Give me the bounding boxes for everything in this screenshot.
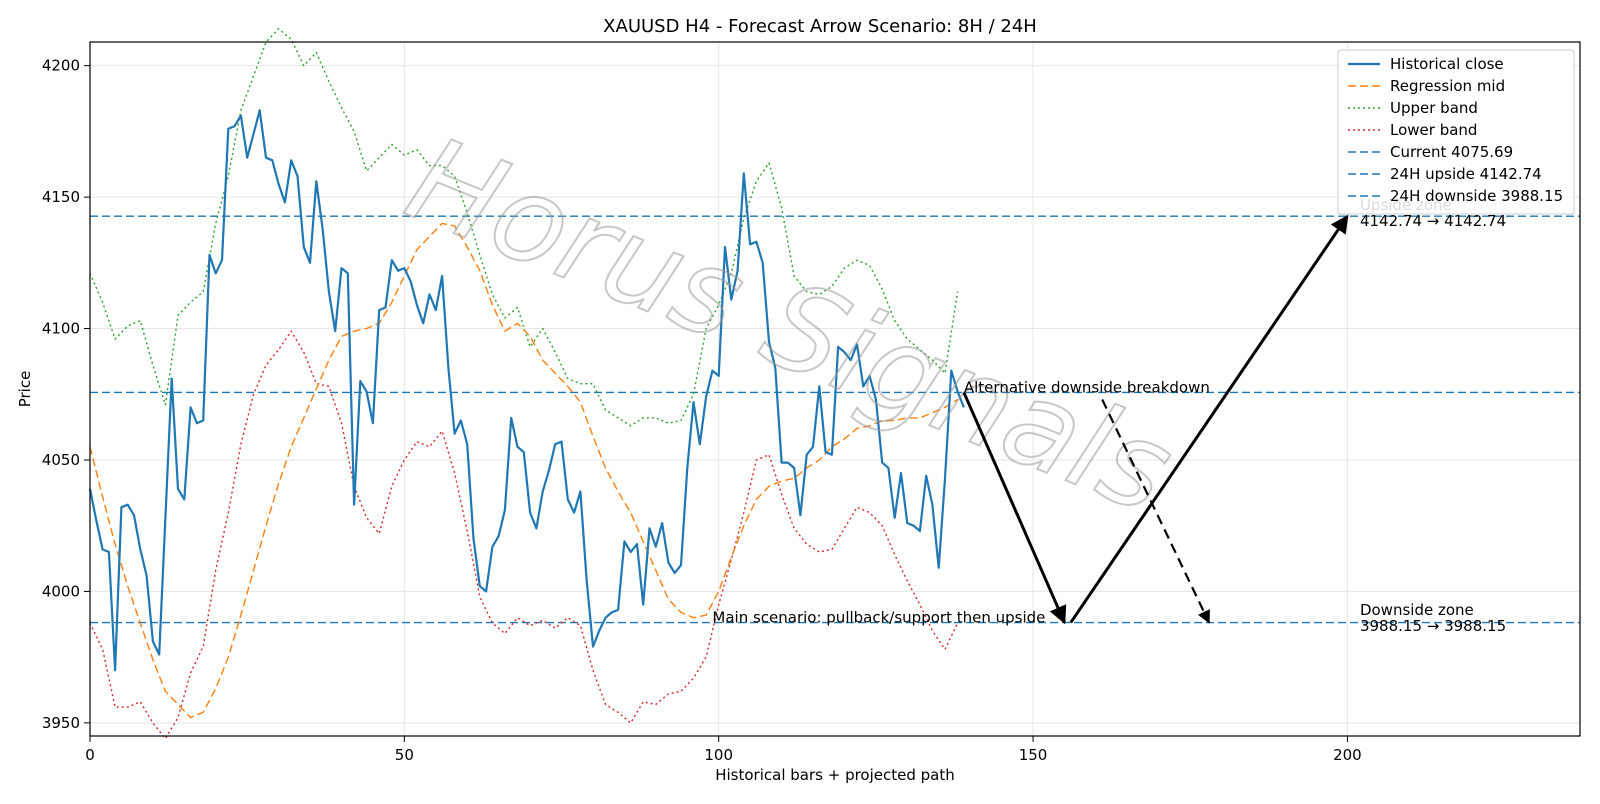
arrow-main-leg-2 — [1069, 214, 1349, 624]
y-tick-label: 4200 — [42, 57, 80, 75]
series-lower-band — [89, 330, 959, 740]
legend-label: 24H upside 4142.74 — [1390, 165, 1542, 183]
watermark-text: Horus Signals — [390, 110, 1190, 540]
grid — [89, 42, 1580, 736]
legend-box — [1337, 49, 1575, 215]
axes: 0 50 100 150 200 3950 4000 4050 4100 4150 4200 — [42, 57, 1362, 764]
x-tick-label: 0 — [85, 746, 95, 764]
forecast-arrows — [962, 214, 1349, 625]
legend-label: Upper band — [1390, 99, 1478, 117]
legend-label: Lower band — [1390, 121, 1477, 139]
x-axis-label: Historical bars + projected path — [715, 766, 955, 784]
y-tick-label: 3950 — [42, 714, 80, 732]
x-tick-label: 200 — [1333, 746, 1362, 764]
legend-label: Historical close — [1390, 55, 1504, 73]
y-tick-label: 4100 — [42, 320, 80, 338]
legend-label: 24H downside 3988.15 — [1390, 187, 1563, 205]
annotation-label: 4142.74 → 4142.74 — [1360, 212, 1506, 230]
x-tick-label: 50 — [395, 746, 414, 764]
series-upper-band — [89, 28, 959, 427]
x-tick-label: 150 — [1019, 746, 1048, 764]
legend-label: Current 4075.69 — [1390, 143, 1513, 161]
annotation-label: 3988.15 → 3988.15 — [1360, 617, 1506, 635]
series-lines — [88, 28, 965, 740]
annotation-label: Alternative downside breakdown — [964, 378, 1210, 396]
y-axis-label: Price — [16, 371, 34, 408]
annotation-label: Main scenario: pullback/support then ups… — [712, 609, 1045, 627]
legend-label: Regression mid — [1390, 77, 1505, 95]
arrow-alternative — [1101, 399, 1211, 624]
watermark: Horus Signals — [389, 109, 1191, 541]
series-historical-close — [88, 109, 965, 672]
arrow-main-leg-1 — [962, 391, 1067, 625]
annotation-label: Downside zone — [1360, 601, 1474, 619]
y-tick-label: 4000 — [42, 582, 80, 600]
x-tick-label: 100 — [704, 746, 733, 764]
chart-title: XAUUSD H4 - Forecast Arrow Scenario: 8H … — [603, 16, 1037, 37]
y-tick-label: 4050 — [42, 451, 80, 469]
series-regression-mid — [89, 222, 958, 719]
plot-frame — [89, 41, 1581, 737]
legend: Historical close Regression mid Upper band… — [1337, 49, 1575, 215]
y-tick-label: 4150 — [42, 188, 80, 206]
